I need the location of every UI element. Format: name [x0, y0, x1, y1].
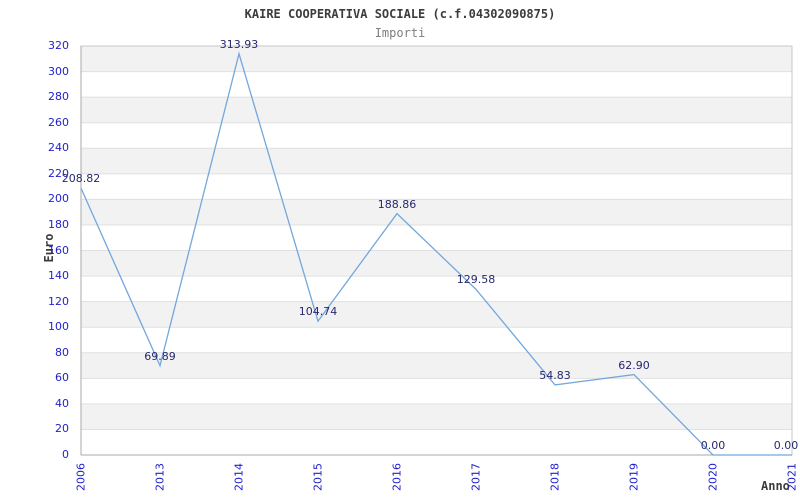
data-point-label: 188.86 — [377, 198, 417, 211]
y-tick-label: 60 — [55, 371, 69, 384]
x-tick-label: 2020 — [706, 463, 720, 491]
x-tick-label: 2021 — [785, 463, 799, 491]
data-point-label: 129.58 — [456, 273, 496, 286]
y-tick-label: 0 — [62, 448, 69, 461]
data-point-label: 69.89 — [144, 350, 176, 363]
band-stripe — [81, 403, 792, 430]
y-tick-label: 300 — [48, 65, 69, 78]
y-tick-label: 320 — [48, 39, 69, 52]
chart-subtitle: Importi — [374, 26, 426, 40]
y-tick-label: 100 — [48, 320, 69, 333]
data-point-label: 0.00 — [773, 439, 799, 452]
x-tick-label: 2013 — [153, 463, 167, 491]
band-stripe — [81, 46, 792, 72]
data-point-label: 0.00 — [700, 439, 726, 452]
y-tick-label: 240 — [48, 141, 69, 154]
band-stripe — [81, 352, 792, 379]
x-tick-label: 2017 — [469, 463, 483, 491]
band-stripe — [81, 250, 792, 277]
y-tick-label: 180 — [48, 218, 69, 231]
band-stripe — [81, 301, 792, 328]
x-tick-label: 2015 — [311, 463, 325, 491]
x-tick-label: 2014 — [232, 463, 246, 491]
data-point-label: 313.93 — [219, 38, 259, 51]
y-tick-label: 200 — [48, 192, 69, 205]
y-tick-label: 40 — [55, 397, 69, 410]
x-tick-label: 2016 — [390, 463, 404, 491]
x-axis-title: Anno — [761, 479, 790, 493]
chart-title: KAIRE COOPERATIVA SOCIALE (c.f.043020908… — [244, 7, 556, 21]
data-point-label: 208.82 — [61, 172, 101, 185]
y-tick-label: 140 — [48, 269, 69, 282]
band-stripe — [81, 199, 792, 225]
x-tick-label: 2018 — [548, 463, 562, 491]
x-tick-label: 2006 — [74, 463, 88, 491]
data-point-label: 104.74 — [298, 305, 338, 318]
y-tick-label: 220 — [48, 167, 69, 180]
y-tick-label: 20 — [55, 422, 69, 435]
y-tick-label: 80 — [55, 346, 69, 359]
data-point-label: 62.90 — [618, 359, 650, 372]
data-line — [80, 51, 792, 456]
x-tick-label: 2019 — [627, 463, 641, 491]
y-tick-label: 260 — [48, 116, 69, 129]
data-point-label: 54.83 — [539, 369, 571, 382]
band-stripe — [81, 97, 792, 123]
y-tick-label: 160 — [48, 244, 69, 257]
y-tick-label: 280 — [48, 90, 69, 103]
band-stripe — [81, 148, 792, 174]
y-tick-label: 120 — [48, 295, 69, 308]
